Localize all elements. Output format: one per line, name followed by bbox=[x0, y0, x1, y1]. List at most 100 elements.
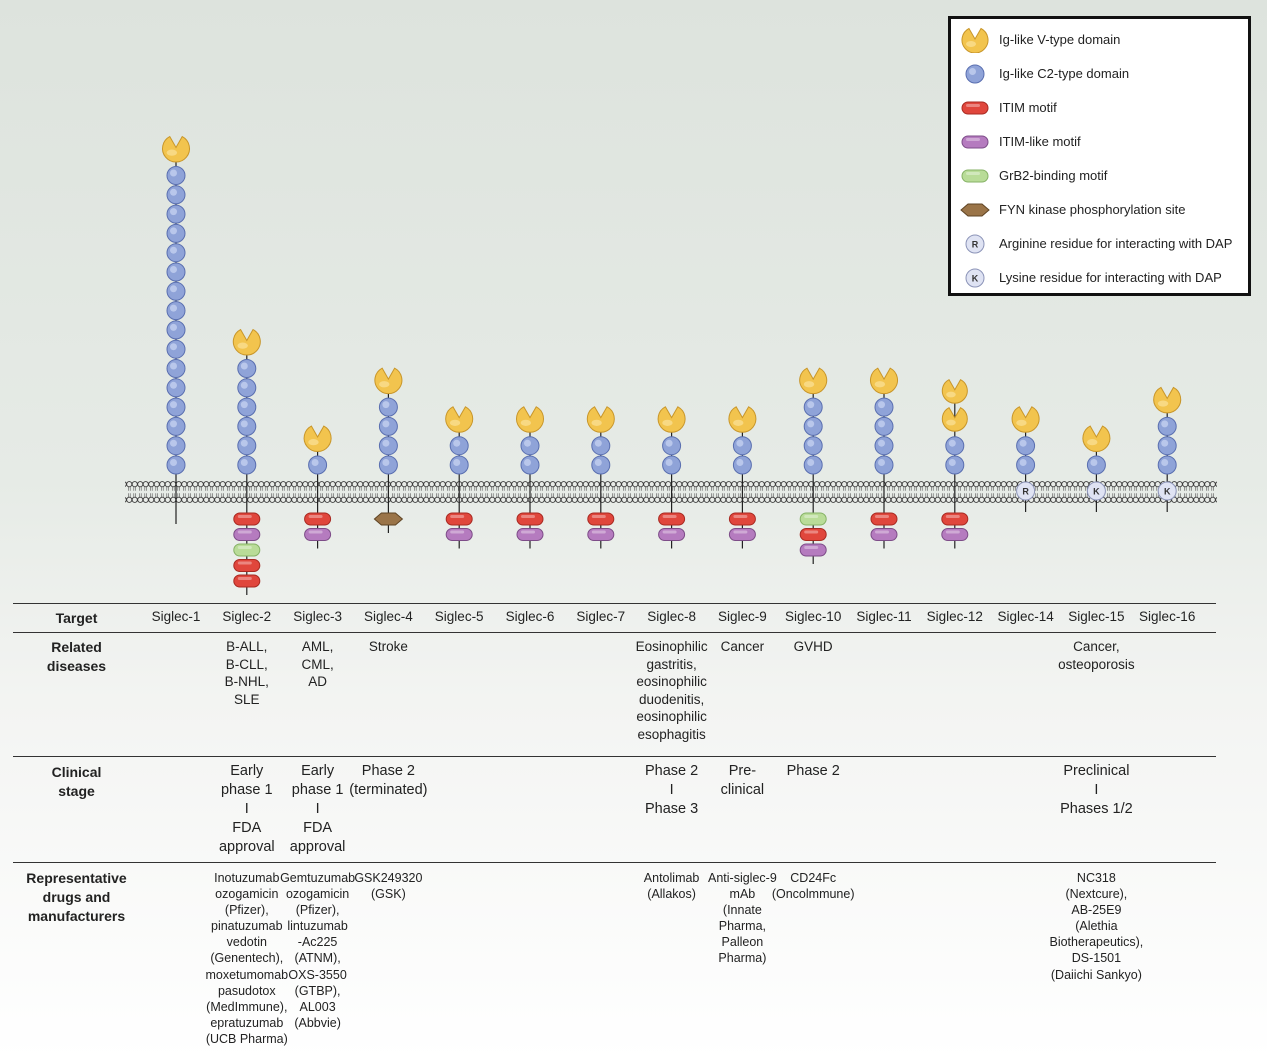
itim-like-icon bbox=[961, 135, 989, 149]
itim-like-motif-icon bbox=[304, 528, 332, 541]
siglec-receptor: K bbox=[1153, 386, 1182, 512]
legend-label: Arginine residue for interacting with DA… bbox=[999, 236, 1233, 251]
c2-domain-icon bbox=[166, 185, 186, 205]
c2-domain-icon bbox=[378, 436, 398, 456]
c2-domain-icon bbox=[237, 416, 257, 436]
itim-motif-icon bbox=[233, 574, 261, 588]
c2-domain-icon bbox=[874, 436, 894, 456]
v-domain-icon bbox=[870, 367, 898, 395]
v-domain-icon bbox=[961, 27, 989, 53]
c2-domain-icon bbox=[965, 64, 985, 84]
c2-domain-icon bbox=[591, 455, 611, 475]
c2-domain-icon bbox=[945, 436, 965, 456]
c2-domain-icon bbox=[237, 359, 257, 378]
v-domain-icon bbox=[799, 367, 828, 395]
c2-domain-icon bbox=[874, 416, 894, 436]
itim-like-motif-icon bbox=[941, 528, 969, 541]
siglec-receptor bbox=[373, 367, 404, 533]
itim-motif-icon bbox=[870, 512, 898, 526]
itim-like-motif-icon bbox=[658, 528, 686, 541]
c2-domain-icon bbox=[803, 436, 823, 456]
v-domain-icon bbox=[1082, 425, 1111, 453]
c2-domain-icon bbox=[591, 436, 611, 456]
v-domain-icon bbox=[961, 27, 989, 53]
svg-text:K: K bbox=[1093, 487, 1100, 497]
c2-domain-icon bbox=[166, 166, 186, 185]
grb2-motif-icon bbox=[961, 169, 989, 183]
c2-domain-icon bbox=[662, 455, 682, 475]
v-domain-icon bbox=[232, 328, 261, 356]
itim-like-motif-icon bbox=[516, 528, 544, 541]
c2-domain-icon bbox=[166, 320, 186, 340]
c2-domain-icon bbox=[237, 378, 257, 398]
siglec-receptor: R bbox=[1011, 406, 1040, 512]
c2-domain-icon bbox=[874, 455, 894, 475]
siglec-receptor bbox=[728, 406, 757, 549]
itim-motif-icon bbox=[799, 528, 827, 541]
c2-domain-icon bbox=[166, 243, 186, 263]
siglec-receptor bbox=[941, 378, 969, 549]
c2-domain-icon bbox=[1157, 436, 1177, 456]
lysine-residue-icon: K bbox=[1086, 481, 1106, 501]
c2-domain-icon bbox=[732, 436, 752, 456]
legend-item: Ig-like V-type domain bbox=[959, 27, 1249, 53]
siglec-receptor bbox=[232, 328, 261, 595]
c2-domain-icon bbox=[803, 416, 823, 436]
c2-domain-icon bbox=[1157, 416, 1177, 436]
c2-domain-icon bbox=[874, 397, 894, 417]
siglec-receptor bbox=[303, 425, 332, 549]
itim-like-motif-icon bbox=[961, 135, 989, 149]
svg-text:K: K bbox=[1164, 487, 1171, 497]
itim-icon bbox=[961, 101, 989, 115]
siglec-receptor bbox=[799, 367, 828, 564]
c2-domain-icon bbox=[803, 455, 823, 475]
arginine-icon: R bbox=[965, 234, 985, 254]
c2-domain-icon bbox=[166, 378, 186, 398]
v-domain-icon bbox=[303, 425, 332, 453]
c2-domain-icon bbox=[378, 416, 398, 436]
itim-motif-icon bbox=[658, 512, 686, 526]
itim-motif-icon bbox=[728, 512, 756, 526]
siglec-receptor: K bbox=[1082, 425, 1111, 512]
itim-like-motif-icon bbox=[728, 528, 756, 541]
svg-text:R: R bbox=[1022, 487, 1029, 497]
c2-domain-icon bbox=[166, 301, 186, 321]
v-domain-icon bbox=[586, 406, 615, 433]
v-domain-icon bbox=[1153, 386, 1182, 414]
c2-domain-icon bbox=[166, 436, 186, 456]
v-domain-icon bbox=[941, 378, 968, 404]
legend-item: R Arginine residue for interacting with D… bbox=[959, 231, 1249, 257]
c2-domain-icon bbox=[237, 397, 257, 417]
grb2-motif-icon bbox=[233, 543, 261, 557]
c2-domain-icon bbox=[520, 455, 540, 475]
lysine-residue-icon: K bbox=[1157, 481, 1177, 501]
c2-domain-icon bbox=[449, 455, 469, 475]
c2-domain-icon bbox=[166, 397, 186, 417]
v-domain-icon bbox=[516, 406, 544, 433]
c2-domain-icon bbox=[1157, 455, 1177, 475]
c2-domain-icon bbox=[945, 455, 965, 475]
itim-motif-icon bbox=[587, 512, 615, 526]
c2-domain-icon bbox=[1016, 455, 1036, 475]
svg-text:R: R bbox=[972, 240, 979, 250]
siglec-receptor bbox=[870, 367, 898, 549]
legend-label: GrB2-binding motif bbox=[999, 168, 1108, 183]
c2-domain-icon bbox=[166, 416, 186, 436]
legend-label: Ig-like C2-type domain bbox=[999, 66, 1130, 81]
arginine-residue-icon: R bbox=[1016, 481, 1036, 501]
lysine-residue-icon: K bbox=[965, 268, 985, 288]
receptor-layer: R K K bbox=[162, 135, 1182, 595]
fyn-icon bbox=[960, 203, 990, 217]
c2-domain-icon bbox=[965, 64, 985, 84]
c2-domain-icon bbox=[166, 204, 186, 224]
v-domain-icon bbox=[657, 406, 686, 433]
fyn-site-icon bbox=[960, 203, 990, 217]
v-domain-icon bbox=[162, 135, 190, 163]
c2-domain-icon bbox=[237, 455, 257, 475]
itim-like-motif-icon bbox=[799, 543, 827, 557]
itim-like-motif-icon bbox=[233, 528, 261, 541]
legend-label: FYN kinase phosphorylation site bbox=[999, 202, 1186, 217]
c2-domain-icon bbox=[520, 436, 540, 456]
grb2-icon bbox=[961, 169, 989, 183]
